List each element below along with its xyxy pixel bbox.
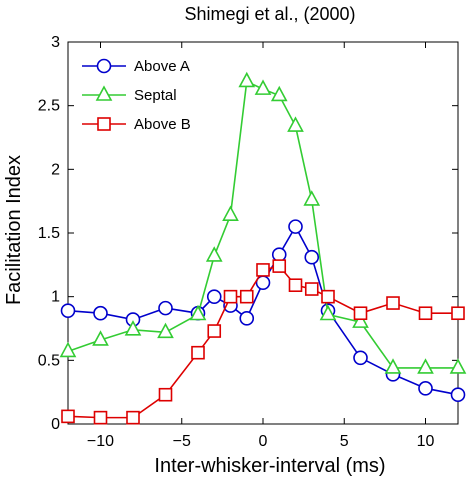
data-point-septal	[124, 320, 142, 336]
data-point-above-a	[239, 311, 255, 326]
data-point-above-b	[93, 410, 108, 425]
x-tick-label: 10	[417, 433, 435, 450]
data-point-above-b	[256, 263, 270, 277]
data-point-septal	[189, 304, 207, 321]
data-point-septal	[205, 246, 223, 262]
data-point-septal	[303, 190, 321, 206]
x-tick-label: 5	[340, 433, 349, 450]
series-above-a	[60, 219, 466, 403]
y-tick-label: 0	[51, 416, 60, 433]
data-point-septal	[352, 312, 369, 328]
data-point-above-a	[93, 305, 108, 321]
series-line-above-a	[67, 224, 459, 396]
legend-label-above-b: Above B	[134, 116, 191, 133]
y-axis-label: Facilitation Index	[3, 155, 25, 305]
data-point-above-b	[418, 306, 433, 321]
data-point-above-a	[353, 350, 368, 366]
data-point-septal	[157, 322, 174, 339]
data-point-above-b	[321, 289, 335, 304]
legend-marker-above-b	[97, 117, 111, 131]
data-point-above-b	[304, 282, 319, 296]
x-tick-label: −5	[173, 433, 191, 450]
data-point-septal	[287, 116, 304, 132]
plot-frame	[67, 41, 459, 425]
y-tick-label: 2.5	[38, 98, 60, 115]
data-point-above-b	[239, 289, 254, 304]
data-point-above-b	[272, 259, 287, 273]
data-point-above-b	[353, 306, 368, 321]
data-point-above-b	[207, 324, 222, 338]
data-point-above-a	[304, 249, 320, 265]
x-axis-label: Inter-whisker-interval (ms)	[154, 455, 385, 477]
data-point-above-b	[223, 289, 238, 304]
data-point-above-b	[61, 409, 75, 424]
series-line-septal	[67, 80, 458, 369]
data-point-above-a	[158, 300, 173, 316]
data-point-above-b	[288, 278, 303, 293]
x-tick-label: 0	[259, 433, 268, 450]
series-septal	[59, 71, 467, 374]
series-above-b	[61, 259, 465, 425]
legend-marker-above-a	[96, 58, 112, 74]
data-point-septal	[238, 71, 256, 88]
data-point-above-a	[206, 289, 222, 304]
data-point-above-b	[126, 410, 140, 425]
data-point-above-b	[191, 345, 205, 360]
legend: Above A Septal Above B	[82, 58, 191, 133]
data-point-septal	[254, 79, 272, 95]
data-point-septal	[92, 330, 109, 346]
data-point-septal	[417, 358, 434, 374]
data-point-septal	[59, 341, 77, 358]
chart-title: Shimegi et al., (2000)	[184, 4, 355, 24]
legend-label-above-a: Above A	[134, 58, 190, 75]
y-tick-label: 1.5	[38, 225, 60, 242]
y-tick-label: 1	[51, 289, 60, 306]
x-tick-label: −10	[87, 433, 114, 450]
data-point-above-a	[450, 387, 466, 403]
data-point-septal	[449, 358, 467, 374]
data-point-septal	[270, 85, 288, 102]
data-point-above-a	[418, 381, 433, 396]
data-point-above-b	[158, 387, 173, 402]
data-point-above-a	[288, 219, 303, 234]
legend-label-septal: Septal	[134, 87, 177, 104]
data-point-septal	[319, 304, 337, 321]
data-point-above-b	[451, 306, 465, 321]
data-point-above-b	[386, 296, 400, 310]
data-point-septal	[222, 205, 239, 221]
y-tick-label: 0.5	[38, 352, 60, 369]
data-point-above-a	[60, 303, 76, 318]
y-tick-label: 2	[51, 161, 60, 178]
data-point-above-a	[271, 247, 287, 262]
y-tick-label: 3	[51, 34, 60, 51]
data-point-septal	[384, 358, 402, 374]
legend-marker-septal	[95, 85, 113, 101]
